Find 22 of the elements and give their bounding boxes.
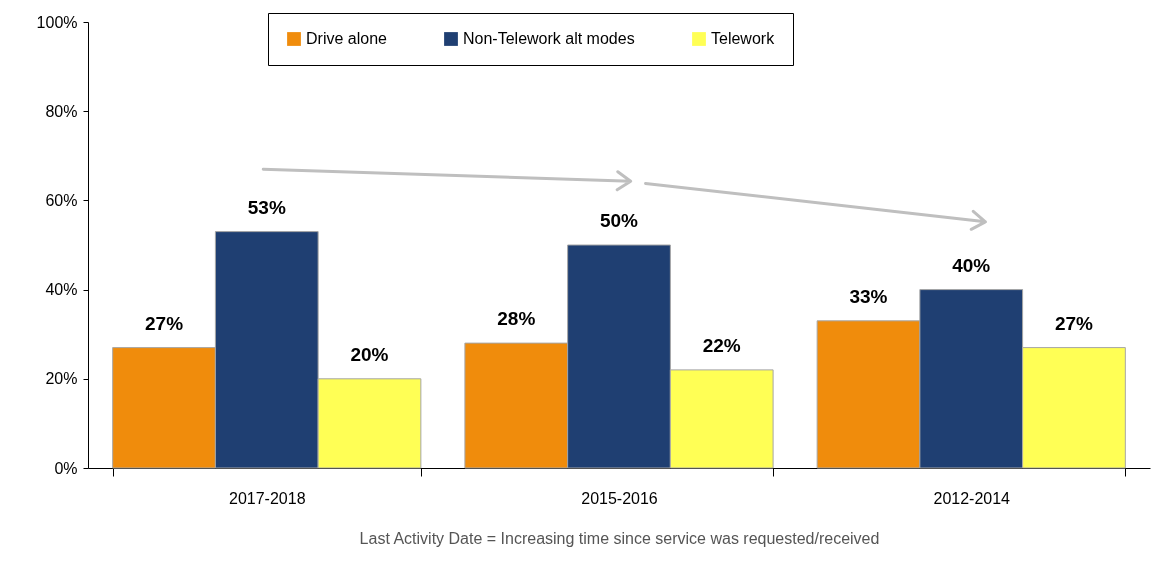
y-tick-label: 0% (54, 459, 78, 477)
x-tick-label: 2012-2014 (933, 489, 1011, 507)
y-tick-label: 20% (45, 370, 78, 388)
data-label: 20% (350, 343, 389, 365)
x-axis-title: Last Activity Date = Increasing time since service was requested/received (359, 529, 880, 547)
data-label: 50% (599, 210, 639, 231)
x-tick-label: 2017-2018 (229, 489, 306, 507)
y-tick-label: 40% (45, 281, 78, 299)
data-label: 28% (497, 308, 536, 330)
legend-label: Drive alone (306, 30, 388, 47)
y-tick-label: 60% (45, 191, 78, 209)
data-label: 33% (849, 285, 888, 307)
data-label: 53% (247, 196, 286, 218)
data-label: 22% (702, 334, 741, 356)
legend-label: Telework (711, 30, 776, 47)
y-tick-label: 80% (45, 102, 78, 120)
legend-label: Non-Telework alt modes (463, 30, 635, 47)
y-tick-label: 100% (36, 13, 78, 31)
data-label: 27% (1054, 312, 1094, 334)
data-label: 27% (145, 312, 184, 334)
data-label: 40% (952, 254, 991, 276)
x-tick-label: 2015-2016 (581, 489, 658, 507)
